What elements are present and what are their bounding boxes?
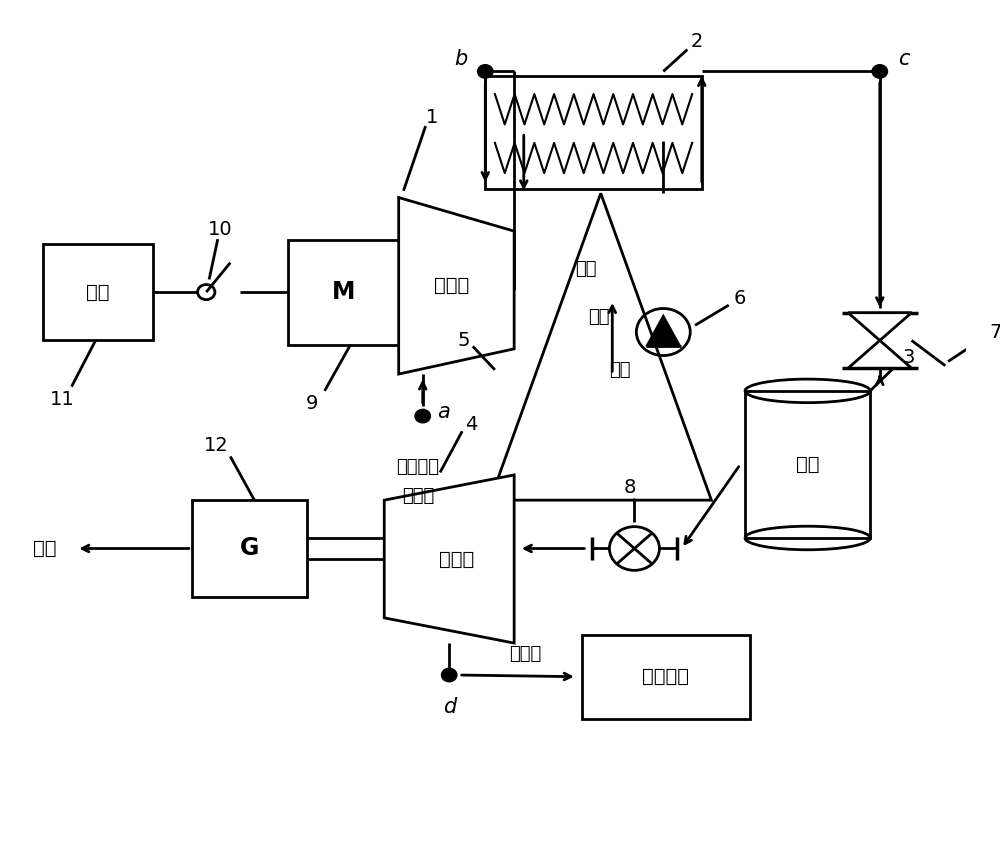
Text: 气罐: 气罐 [796, 455, 819, 474]
Circle shape [441, 668, 457, 682]
Text: 用冷场所: 用冷场所 [642, 667, 689, 686]
Text: 1: 1 [426, 108, 439, 127]
Text: 8: 8 [623, 479, 636, 498]
Bar [485, 76, 702, 189]
Text: M: M [332, 280, 355, 304]
Text: 3: 3 [902, 348, 915, 367]
Polygon shape [490, 194, 711, 500]
Text: a: a [438, 402, 450, 422]
Circle shape [478, 65, 493, 78]
Text: 常温常压: 常温常压 [396, 458, 439, 475]
Text: 11: 11 [50, 390, 74, 408]
Bar [745, 391, 870, 538]
Text: 的空气: 的空气 [402, 487, 434, 505]
Text: 供电: 供电 [33, 539, 56, 558]
Text: c: c [898, 48, 910, 69]
Text: d: d [443, 697, 456, 717]
Text: 7: 7 [989, 323, 1000, 341]
Text: 5: 5 [458, 331, 470, 350]
Bar [43, 244, 153, 340]
Bar [192, 500, 307, 597]
Text: 空气: 空气 [588, 308, 610, 326]
Polygon shape [399, 198, 514, 374]
Bar [582, 635, 750, 719]
Text: 4: 4 [465, 415, 477, 434]
Text: 压缩机: 压缩机 [434, 276, 469, 295]
Text: 冷水: 冷水 [609, 361, 631, 379]
Polygon shape [848, 340, 912, 368]
Text: 电源: 电源 [86, 283, 110, 301]
Polygon shape [848, 312, 912, 340]
Circle shape [872, 65, 887, 78]
Text: 10: 10 [208, 220, 233, 239]
Text: b: b [455, 48, 468, 69]
Text: G: G [240, 537, 259, 560]
Polygon shape [384, 475, 514, 643]
Text: 6: 6 [734, 289, 746, 308]
Text: 膨胀机: 膨胀机 [439, 549, 474, 569]
Text: 热水: 热水 [576, 260, 597, 278]
Text: 2: 2 [691, 32, 703, 52]
Circle shape [415, 409, 430, 423]
Polygon shape [646, 314, 681, 346]
Text: 9: 9 [306, 394, 318, 413]
Text: 12: 12 [203, 436, 228, 455]
Text: 冷空气: 冷空气 [509, 645, 541, 663]
Bar [288, 239, 399, 345]
